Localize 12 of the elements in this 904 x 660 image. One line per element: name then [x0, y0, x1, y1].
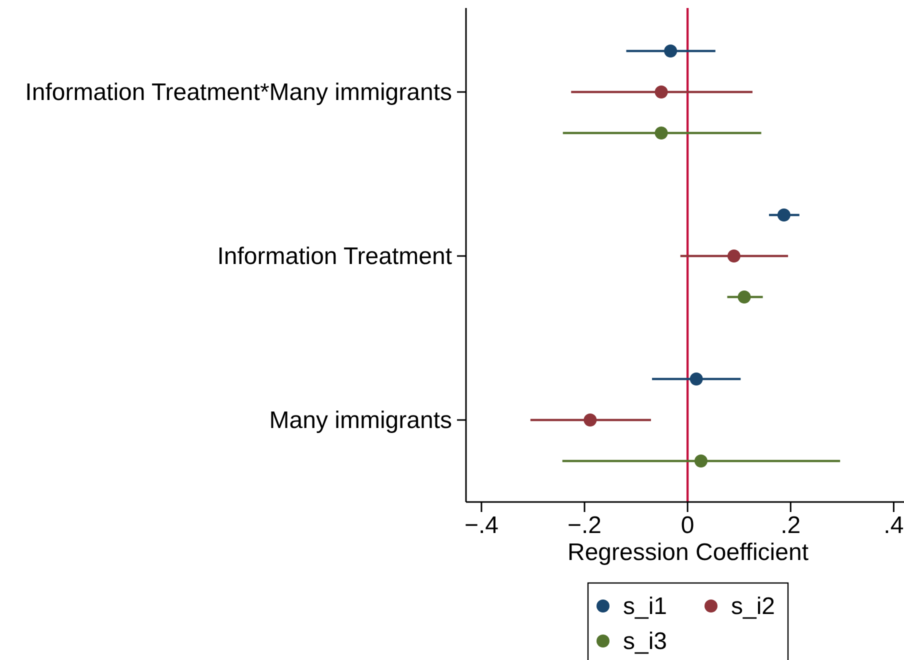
y-tick-label: Many immigrants	[269, 407, 452, 434]
x-tick-label: −.2	[568, 512, 602, 539]
legend-label: s_i1	[623, 593, 668, 620]
legend-label: s_i2	[731, 593, 776, 620]
x-tick-label: .2	[780, 512, 801, 539]
x-tick-label: −.4	[464, 512, 498, 539]
x-axis-title: Regression Coefficient	[567, 539, 809, 566]
x-tick-label: .4	[884, 512, 904, 539]
legend-label: s_i3	[623, 628, 668, 655]
x-tick-label: 0	[680, 512, 694, 539]
y-tick-label: Information Treatment*Many immigrants	[25, 79, 452, 106]
y-tick-label: Information Treatment	[217, 243, 452, 270]
